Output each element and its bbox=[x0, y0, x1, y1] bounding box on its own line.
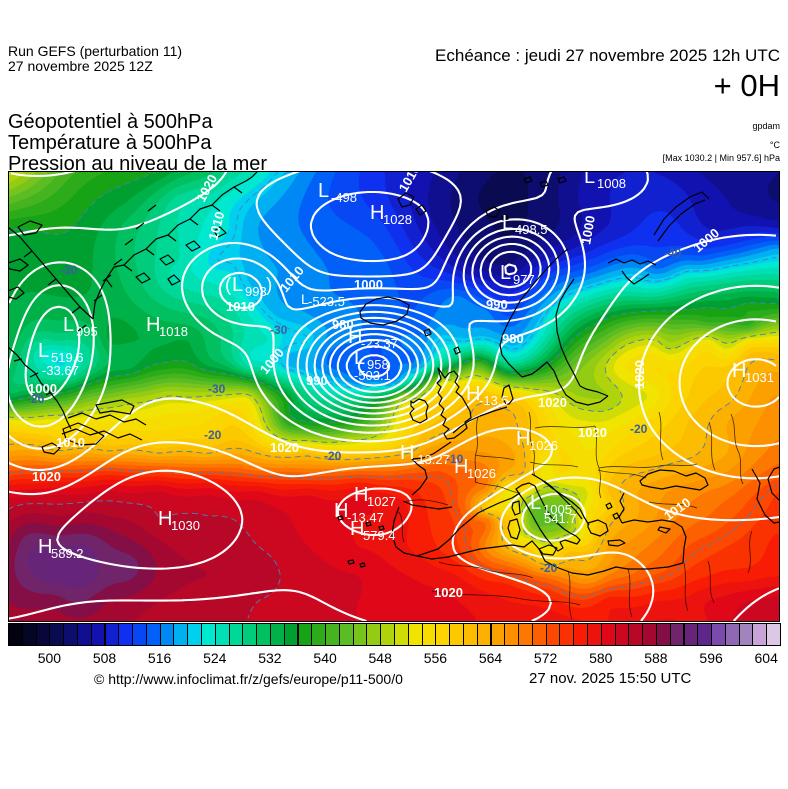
svg-text:): ) bbox=[266, 275, 272, 296]
svg-text:H: H bbox=[348, 326, 362, 348]
svg-text:-40: -40 bbox=[664, 246, 682, 260]
svg-text:H: H bbox=[354, 484, 368, 506]
svg-text:H: H bbox=[732, 360, 746, 382]
svg-text:L: L bbox=[502, 212, 513, 234]
svg-text:990: 990 bbox=[486, 297, 508, 312]
svg-text:-13.5: -13.5 bbox=[479, 393, 509, 408]
svg-text:H: H bbox=[454, 456, 468, 478]
svg-text:1026: 1026 bbox=[529, 438, 558, 453]
svg-text:1020: 1020 bbox=[538, 395, 567, 410]
svg-text:1008: 1008 bbox=[597, 176, 626, 191]
svg-text:-20: -20 bbox=[540, 561, 558, 575]
svg-text:-13.27: -13.27 bbox=[413, 452, 450, 467]
svg-text:1010: 1010 bbox=[226, 299, 255, 314]
svg-text:1010: 1010 bbox=[56, 435, 85, 450]
svg-text:1027: 1027 bbox=[367, 494, 396, 509]
svg-text:1020: 1020 bbox=[632, 360, 647, 389]
svg-text:L: L bbox=[584, 171, 595, 188]
svg-text:L: L bbox=[232, 274, 243, 296]
svg-text:-23.37: -23.37 bbox=[361, 336, 398, 351]
svg-text:-503.1: -503.1 bbox=[354, 368, 391, 383]
svg-text:-30: -30 bbox=[270, 323, 288, 337]
svg-text:H: H bbox=[334, 500, 348, 522]
svg-text:-13.47: -13.47 bbox=[347, 510, 384, 525]
svg-text:1010: 1010 bbox=[205, 210, 227, 242]
svg-text:L: L bbox=[530, 492, 541, 514]
svg-text:519.6: 519.6 bbox=[51, 350, 84, 365]
svg-text:1000: 1000 bbox=[354, 277, 383, 292]
svg-text:1020: 1020 bbox=[270, 440, 299, 455]
svg-text:L: L bbox=[354, 347, 365, 369]
svg-text:579.4: 579.4 bbox=[363, 528, 396, 543]
svg-text:L: L bbox=[500, 262, 511, 284]
svg-text:1005: 1005 bbox=[543, 502, 572, 517]
svg-text:-33.67: -33.67 bbox=[42, 363, 79, 378]
svg-text:980: 980 bbox=[502, 331, 524, 346]
svg-text:958: 958 bbox=[367, 357, 389, 372]
svg-text:H: H bbox=[146, 314, 160, 336]
svg-text:589.2: 589.2 bbox=[51, 546, 84, 561]
svg-text:L: L bbox=[38, 340, 49, 362]
svg-text:1026: 1026 bbox=[467, 466, 496, 481]
svg-text:-498: -498 bbox=[331, 190, 357, 205]
svg-text:1020: 1020 bbox=[434, 585, 463, 600]
svg-text:993: 993 bbox=[245, 284, 267, 299]
svg-text:977: 977 bbox=[513, 272, 535, 287]
svg-text:-20: -20 bbox=[27, 392, 45, 406]
svg-text:H: H bbox=[400, 442, 414, 464]
svg-text:1031: 1031 bbox=[745, 370, 774, 385]
svg-text:-30: -30 bbox=[208, 382, 226, 396]
svg-text:-20: -20 bbox=[324, 449, 342, 463]
svg-text:H: H bbox=[350, 518, 364, 540]
svg-text:1030: 1030 bbox=[171, 518, 200, 533]
svg-text:H: H bbox=[516, 428, 530, 450]
svg-text:-20: -20 bbox=[630, 422, 648, 436]
svg-text:541.7: 541.7 bbox=[544, 511, 577, 526]
svg-text:980: 980 bbox=[332, 317, 354, 332]
svg-text:1000: 1000 bbox=[578, 214, 598, 245]
svg-text:H: H bbox=[38, 536, 52, 558]
svg-text:H: H bbox=[158, 508, 172, 530]
svg-text:1000: 1000 bbox=[28, 381, 57, 396]
svg-text:1020: 1020 bbox=[578, 425, 607, 440]
svg-text:-523.5: -523.5 bbox=[308, 294, 345, 309]
svg-text:-20: -20 bbox=[204, 428, 222, 442]
svg-text:H: H bbox=[370, 202, 384, 224]
svg-text:1028: 1028 bbox=[383, 212, 412, 227]
svg-text:-10: -10 bbox=[446, 452, 464, 466]
svg-text:990: 990 bbox=[306, 373, 328, 388]
svg-text:L: L bbox=[301, 291, 309, 307]
svg-text:1018: 1018 bbox=[159, 324, 188, 339]
svg-text:L: L bbox=[63, 314, 74, 336]
svg-text:-30: -30 bbox=[60, 263, 78, 277]
svg-text:L: L bbox=[318, 180, 329, 202]
svg-text:1020: 1020 bbox=[32, 469, 61, 484]
svg-text:995: 995 bbox=[76, 324, 98, 339]
svg-text:(: ( bbox=[225, 275, 232, 296]
svg-text:498.5: 498.5 bbox=[515, 222, 548, 237]
svg-text:H: H bbox=[466, 383, 480, 405]
